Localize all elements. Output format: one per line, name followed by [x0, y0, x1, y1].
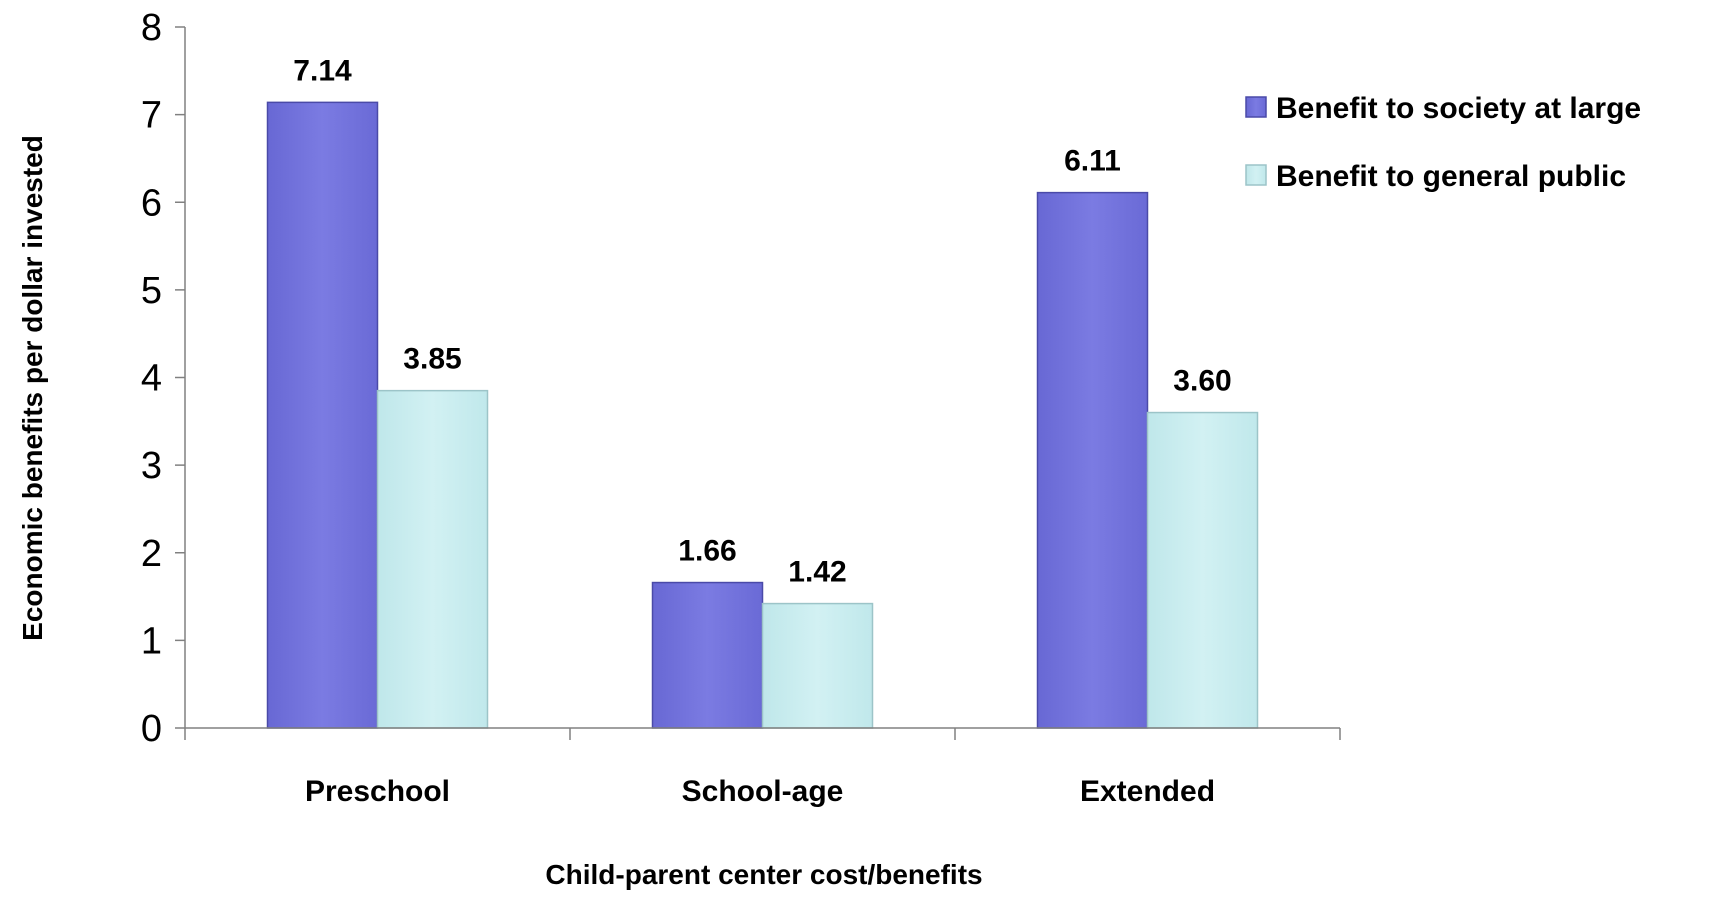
- y-tick-label: 7: [141, 95, 162, 137]
- category-label: School-age: [682, 775, 844, 808]
- y-tick-label: 5: [141, 270, 162, 312]
- y-tick-label: 6: [141, 182, 162, 224]
- y-tick-label: 3: [141, 445, 162, 487]
- y-tick-label: 8: [141, 7, 162, 49]
- y-tick-label: 2: [141, 533, 162, 575]
- legend-label: Benefit to general public: [1276, 160, 1626, 193]
- y-axis-ticks: 0 1 2 3 4 5 6 7 8: [141, 7, 185, 750]
- legend-label: Benefit to society at large: [1276, 92, 1641, 125]
- y-axis-title: Economic benefits per dollar invested: [17, 135, 48, 641]
- legend-swatch: [1245, 164, 1267, 186]
- bars-group: [266, 101, 1259, 729]
- x-axis-category-labels: Preschool School-age Extended: [305, 775, 1215, 808]
- category-label: Preschool: [305, 775, 450, 808]
- data-label: 3.85: [403, 343, 461, 376]
- data-label: 6.11: [1064, 145, 1121, 178]
- bar-society: [1036, 191, 1149, 729]
- bar-public: [376, 389, 489, 729]
- bar-society: [651, 581, 764, 729]
- bar-society: [266, 101, 379, 729]
- data-label: 3.60: [1173, 365, 1231, 398]
- y-tick-label: 0: [141, 708, 162, 750]
- bar-public: [1146, 411, 1259, 729]
- x-axis-ticks: [184, 728, 1341, 740]
- x-axis-title: Child-parent center cost/benefits: [545, 859, 982, 890]
- legend: Benefit to society at large Benefit to ge…: [1245, 92, 1641, 193]
- data-label: 1.42: [788, 556, 846, 589]
- data-label: 7.14: [293, 54, 352, 87]
- y-tick-label: 1: [141, 620, 162, 662]
- legend-swatch: [1245, 96, 1267, 118]
- bar-public: [761, 602, 874, 729]
- data-label: 1.66: [678, 535, 736, 568]
- y-tick-label: 4: [141, 358, 162, 400]
- category-label: Extended: [1080, 775, 1215, 808]
- data-labels-group: 7.14 1.66 6.11 3.85 1.42 3.60: [293, 54, 1231, 588]
